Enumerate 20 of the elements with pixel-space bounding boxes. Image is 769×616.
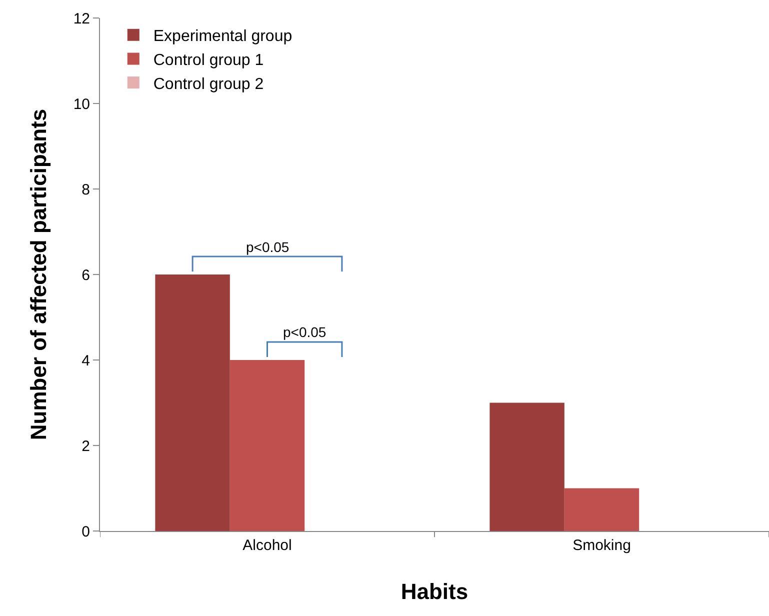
x-tick-label: Alcohol	[242, 537, 292, 554]
y-tick-label: 12	[73, 10, 90, 28]
bar	[490, 402, 564, 531]
x-tick-label: Smoking	[572, 537, 631, 554]
x-axis-title: Habits	[400, 578, 468, 604]
legend-label: Experimental group	[153, 28, 292, 46]
y-tick-label: 10	[73, 96, 90, 113]
annotation: p<0.05	[246, 239, 290, 255]
y-tick-label: 8	[82, 181, 90, 198]
bar	[230, 360, 305, 531]
bar	[564, 488, 640, 531]
y-axis-title: Number of affected participants	[26, 108, 52, 440]
legend-label: Control group 2	[153, 76, 264, 93]
legend-label: Control group 1	[153, 52, 264, 69]
y-tick-label: 0	[82, 523, 90, 540]
bar	[155, 274, 230, 531]
y-tick-label: 4	[82, 352, 90, 370]
y-tick-label: 6	[82, 266, 90, 284]
annotation: p<0.05	[283, 324, 326, 340]
y-tick-label: 2	[82, 438, 90, 455]
